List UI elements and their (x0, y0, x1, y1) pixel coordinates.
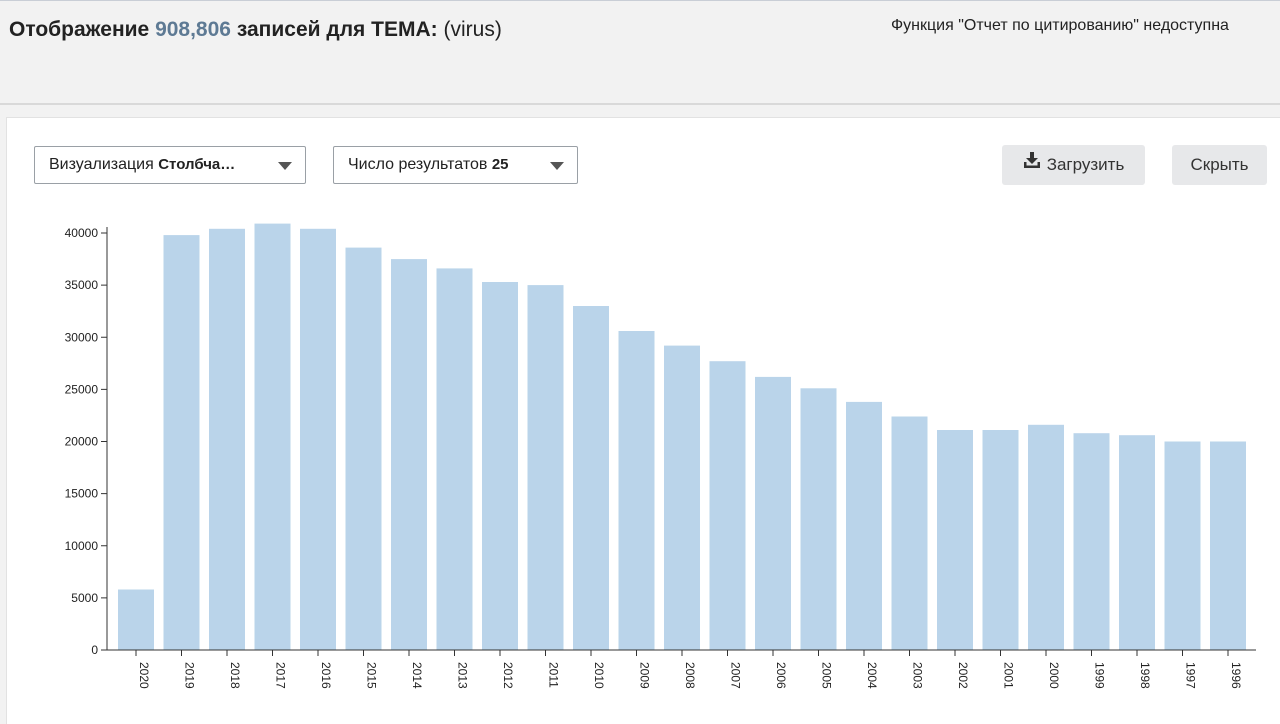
bar-1998[interactable] (1119, 435, 1155, 650)
x-tick-label: 1999 (1093, 662, 1107, 689)
bar-2008[interactable] (664, 345, 700, 650)
x-tick-label: 2001 (1002, 662, 1016, 689)
bar-2001[interactable] (982, 430, 1019, 650)
bar-2017[interactable] (254, 223, 291, 650)
bar-1996[interactable] (1210, 441, 1246, 651)
x-tick-label: 2019 (183, 662, 197, 689)
chart-bars (118, 223, 1246, 651)
bar-1999[interactable] (1073, 433, 1110, 650)
bar-2010[interactable] (573, 306, 609, 650)
bar-chart: 2020 2019 2018 2017 2016 2015 2014 2013 2012 2011… (65, 223, 1256, 689)
x-tick-label: 2004 (865, 662, 879, 689)
x-tick-label: 2007 (729, 662, 743, 689)
bar-2007[interactable] (709, 361, 746, 650)
bar-2011[interactable] (527, 285, 564, 650)
x-tick-label: 2008 (683, 662, 697, 689)
bar-2019[interactable] (163, 235, 200, 650)
x-tick-label: 2020 (137, 662, 151, 689)
y-tick-label: 20000 (65, 435, 99, 449)
x-tick-label: 2011 (547, 662, 561, 688)
x-tick-label: 2000 (1047, 662, 1061, 689)
x-tick-label: 2013 (456, 662, 470, 689)
x-tick-label: 2014 (410, 662, 424, 689)
bar-2009[interactable] (618, 331, 655, 650)
bar-2006[interactable] (755, 376, 791, 650)
bar-2015[interactable] (345, 247, 382, 650)
results-count-label: Число результатов (348, 156, 488, 173)
citation-report-notice: Функция "Отчет по цитированию" недоступн… (891, 17, 1229, 34)
results-header: Отображение 908,806 записей для ТЕМА: (v… (0, 1, 1280, 105)
top-border (0, 0, 1280, 1)
x-tick-label: 2015 (365, 662, 379, 689)
search-field: ТЕМА: (371, 18, 438, 41)
hide-button[interactable]: Скрыть (1172, 145, 1267, 185)
visualization-value: Столбча… (158, 156, 236, 173)
chevron-down-icon (278, 162, 292, 170)
bar-2004[interactable] (846, 401, 882, 650)
x-tick-label: 2009 (638, 662, 652, 689)
search-query: (virus) (443, 18, 502, 41)
x-tick-label: 2006 (774, 662, 788, 689)
x-tick-label: 2003 (911, 662, 925, 689)
bar-1997[interactable] (1164, 441, 1201, 651)
x-tick-label: 2002 (956, 662, 970, 689)
visualization-select[interactable]: Визуализация Столбча… (34, 146, 306, 184)
bar-2014[interactable] (391, 259, 427, 650)
bar-2020[interactable] (118, 589, 154, 651)
x-tick-label: 2017 (274, 662, 288, 689)
x-axis-labels: 2020 2019 2018 2017 2016 2015 2014 2013 2012 2011… (137, 662, 1243, 689)
y-tick-label: 0 (91, 643, 98, 657)
x-tick-label: 2010 (592, 662, 606, 689)
download-label: Загрузить (1046, 155, 1125, 174)
y-tick-label: 5000 (71, 591, 98, 605)
y-tick-label: 35000 (65, 278, 99, 292)
x-tick-label: 2005 (820, 662, 834, 689)
y-tick-label: 25000 (65, 382, 99, 396)
results-count-select[interactable]: Число результатов 25 (333, 146, 578, 184)
bar-2003[interactable] (891, 416, 928, 651)
record-count: 908,806 (155, 18, 231, 41)
download-button[interactable]: Загрузить (1002, 145, 1145, 185)
chevron-down-icon (550, 162, 564, 170)
download-icon (1023, 144, 1041, 184)
results-count-value: 25 (491, 156, 509, 173)
chart-axes (101, 227, 1256, 656)
bar-2000[interactable] (1028, 424, 1064, 650)
y-axis-labels: 0 5000 10000 15000 20000 25000 30000 35000 40000 (65, 226, 99, 657)
y-tick-label: 40000 (65, 226, 99, 240)
x-tick-label: 2016 (319, 662, 333, 689)
y-tick-label: 30000 (65, 330, 99, 344)
x-tick-label: 1997 (1184, 662, 1198, 689)
x-tick-label: 2018 (228, 662, 242, 689)
y-tick-label: 15000 (65, 487, 99, 501)
bar-2016[interactable] (300, 228, 336, 651)
bar-2002[interactable] (937, 430, 973, 650)
x-tick-label: 1998 (1138, 662, 1152, 689)
title-mid: записей для (236, 18, 366, 41)
bar-2018[interactable] (209, 228, 245, 651)
bar-2005[interactable] (800, 388, 837, 650)
x-tick-label: 2012 (501, 662, 515, 689)
bar-2012[interactable] (482, 282, 518, 650)
x-tick-label: 1996 (1229, 662, 1243, 689)
page-title: Отображение 908,806 записей для ТЕМА: (v… (9, 18, 502, 42)
y-tick-label: 10000 (65, 539, 99, 553)
visualization-label: Визуализация (49, 156, 154, 173)
bar-2013[interactable] (436, 268, 473, 650)
title-prefix: Отображение (9, 18, 150, 41)
